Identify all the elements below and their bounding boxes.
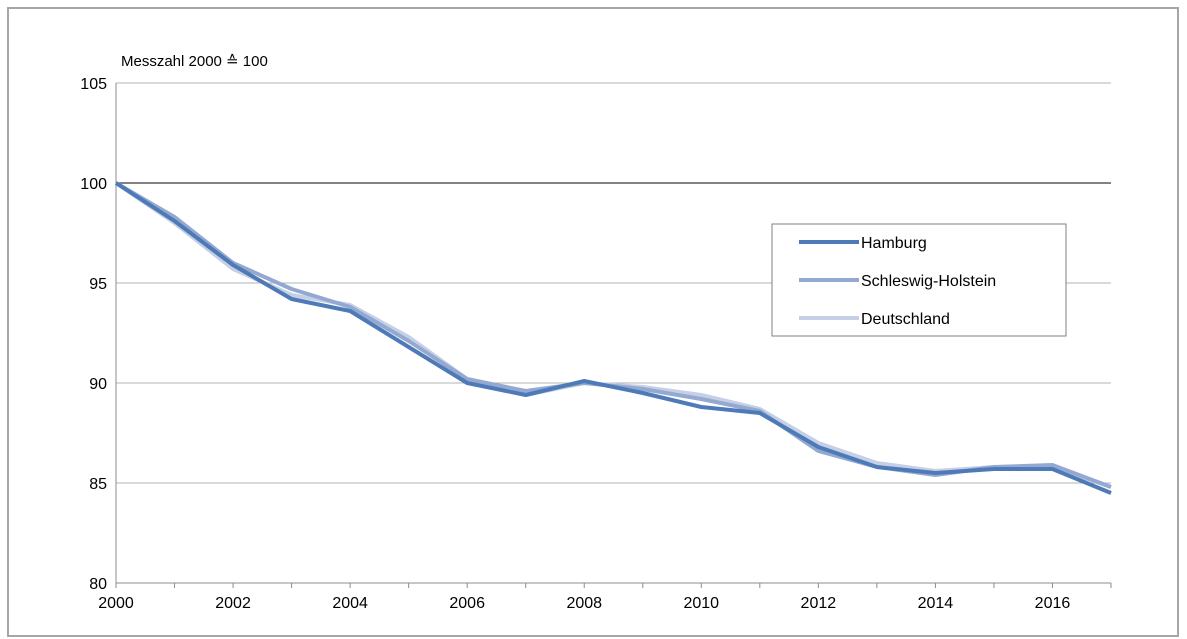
x-tick-label: 2008 — [566, 595, 602, 612]
legend: Hamburg Schleswig-Holstein Deutschland — [771, 223, 1067, 337]
y-tick-label: 90 — [89, 376, 107, 393]
chart-frame: 80 85 90 95 100 105 2000 2002 2004 2006 2008 2010 20… — [7, 7, 1179, 637]
y-tick-label: 105 — [80, 76, 107, 93]
legend-label: Schleswig-Holstein — [861, 273, 996, 290]
tick-labels: 80 85 90 95 100 105 2000 2002 2004 2006 2008 2010 20… — [80, 76, 1070, 612]
series-line-hamburg — [114, 181, 1112, 495]
x-tick-label: 2012 — [801, 595, 837, 612]
x-tick-label: 2006 — [449, 595, 485, 612]
series-lines — [114, 181, 1112, 495]
legend-label: Deutschland — [861, 311, 950, 328]
y-tick-label: 85 — [89, 476, 107, 493]
x-tick-label: 2002 — [215, 595, 251, 612]
line-chart: 80 85 90 95 100 105 2000 2002 2004 2006 2008 2010 20… — [80, 53, 1112, 612]
x-tick-label: 2000 — [98, 595, 134, 612]
y-tick-label: 95 — [89, 276, 107, 293]
legend-label: Hamburg — [861, 235, 927, 252]
y-tick-label: 100 — [80, 176, 107, 193]
x-tick-label: 2016 — [1035, 595, 1071, 612]
y-axis-label: Messzahl 2000 ≙ 100 — [121, 53, 268, 70]
x-tick-label: 2014 — [918, 595, 954, 612]
x-tick-label: 2004 — [332, 595, 368, 612]
y-tick-label: 80 — [89, 576, 107, 593]
x-tick-label: 2010 — [683, 595, 719, 612]
axes — [115, 83, 1112, 588]
